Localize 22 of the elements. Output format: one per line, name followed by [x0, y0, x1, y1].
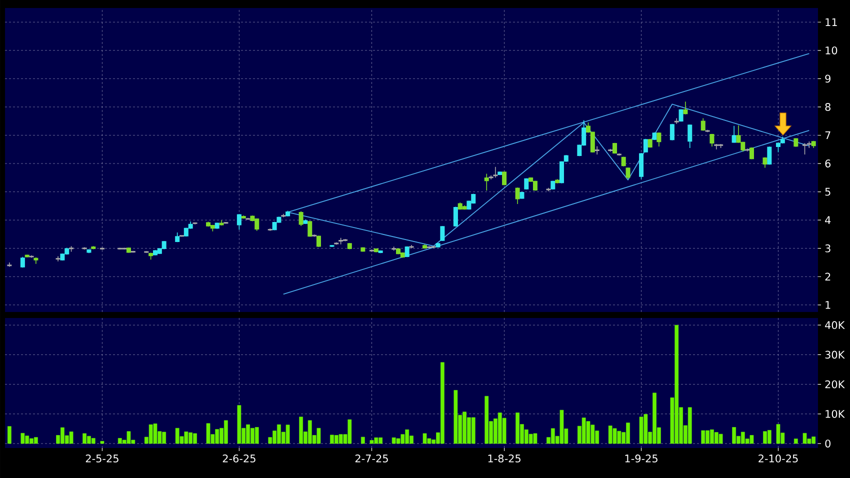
y-tick-label: 2 [825, 272, 830, 281]
y-tick-label: 3 [825, 244, 830, 252]
y-tick-label: 5 [825, 188, 830, 196]
y-tick-label: 10K [826, 410, 845, 418]
x-tick-label: 2-5-25 [86, 454, 118, 462]
y-tick-label: 9 [825, 74, 830, 83]
y-tick-label: 7 [825, 131, 830, 140]
x-tick-label: 2-7-25 [355, 454, 388, 462]
x-tick-label: 1-8-25 [488, 454, 520, 462]
y-tick-label: 0 [825, 440, 830, 448]
x-tick-label: 2-6-25 [222, 454, 256, 462]
y-tick-label: 1 [826, 301, 830, 309]
x-tick-label: 1-9-25 [625, 454, 658, 462]
y-tick-label: 10 [826, 46, 838, 54]
y-tick-label: 20K [825, 380, 845, 388]
y-tick-label: 30K [825, 350, 845, 359]
y-tick-label: 40K [825, 321, 845, 330]
y-tick-label: 11 [826, 18, 837, 26]
y-tick-label: 4 [825, 216, 831, 224]
y-tick-label: 6 [825, 160, 831, 168]
x-tick-label: 2-10-25 [758, 454, 798, 462]
y-tick-label: 8 [825, 103, 830, 111]
